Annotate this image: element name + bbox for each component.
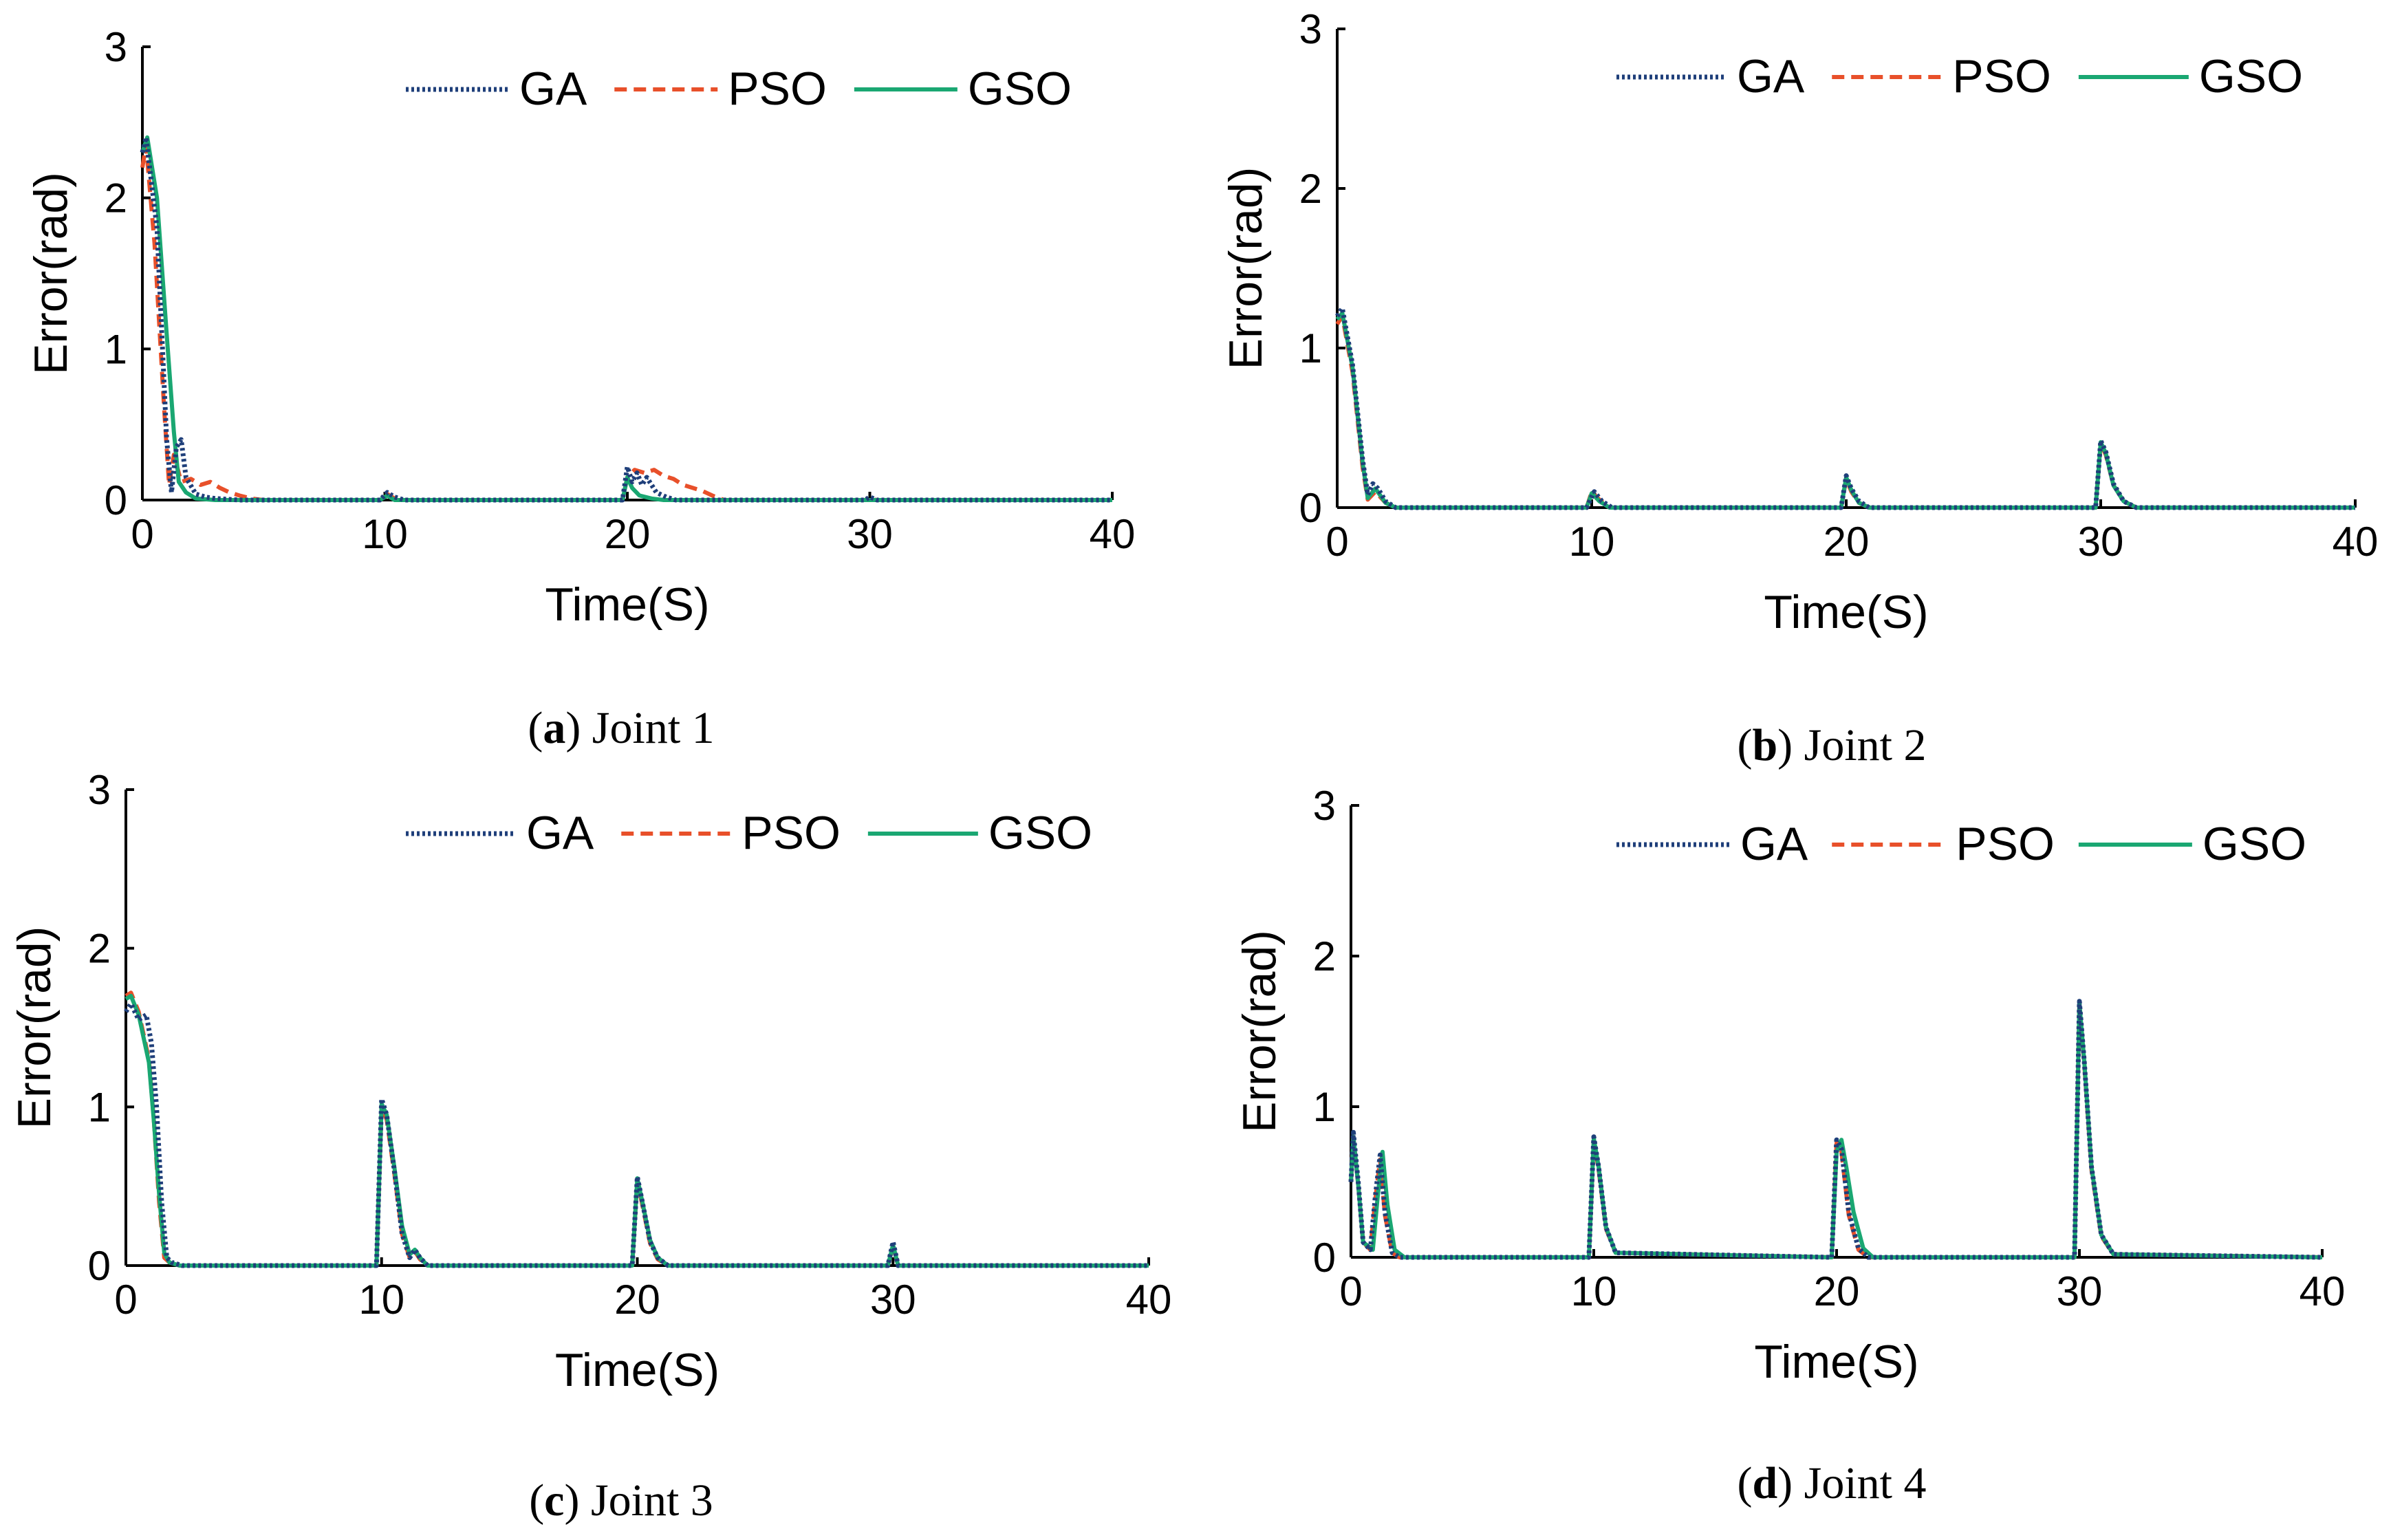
y-tick-label: 2 (1313, 933, 1336, 979)
y-tick-label: 2 (88, 926, 111, 972)
x-tick-label: 10 (1571, 1268, 1617, 1314)
x-tick-label: 20 (1824, 519, 1870, 565)
legend-label-ga: GA (526, 807, 594, 859)
panel-b: 0 10 20 30 40 0 1 2 3 Time(S) Error(rad) GA PSO GSO (b… (1220, 6, 2378, 770)
x-tick-label: 20 (1814, 1268, 1860, 1314)
y-tick-label: 0 (105, 477, 127, 523)
panel-caption: (a) Joint 1 (528, 703, 714, 753)
series-line-ga (1335, 305, 2355, 510)
legend-label-ga: GA (1737, 50, 1805, 102)
legend-label-ga: GA (1740, 818, 1808, 870)
y-tick-label: 2 (1299, 166, 1322, 212)
series-line-gso (1335, 311, 2355, 510)
x-tick-label: 0 (131, 511, 153, 557)
legend-label-gso: GSO (988, 807, 1092, 859)
series-line-gso (125, 993, 1149, 1268)
caption-paren-open: ( (529, 1475, 544, 1526)
panel-d: 0 10 20 30 40 0 1 2 3 Time(S) Error(rad) GA PSO GSO (d… (1233, 783, 2345, 1508)
y-tick-label: 2 (105, 175, 127, 221)
caption-text: ) Joint 3 (564, 1475, 713, 1526)
y-tick-label: 3 (1299, 6, 1322, 52)
x-tick-label: 40 (1126, 1277, 1172, 1323)
x-tick-label: 30 (847, 511, 893, 557)
panel-a: 0 10 20 30 40 0 1 2 3 Time(S) Error(rad) GA PSO GSO (a… (25, 24, 1135, 753)
x-axis-title: Time(S) (1764, 586, 1928, 638)
y-axis-title: Error(rad) (25, 172, 77, 375)
legend-label-gso: GSO (968, 63, 1072, 115)
legend-label-pso: PSO (1956, 818, 2055, 870)
x-axis-title: Time(S) (545, 578, 709, 631)
panel-c: 0 10 20 30 40 0 1 2 3 Time(S) Error(rad) GA PSO GSO (c… (8, 767, 1171, 1526)
y-tick-label: 0 (1299, 485, 1322, 531)
y-tick-label: 1 (1299, 325, 1322, 371)
y-axis-title: Error(rad) (8, 926, 61, 1129)
legend-label-ga: GA (519, 63, 587, 115)
series-line-gso (140, 135, 1112, 502)
y-tick-label: 3 (1313, 783, 1336, 829)
panel-caption: (b) Joint 2 (1737, 720, 1926, 770)
series-line-pso (125, 990, 1149, 1268)
x-tick-label: 30 (2057, 1268, 2103, 1314)
caption-text: ) Joint 1 (565, 703, 714, 753)
x-tick-label: 20 (605, 511, 651, 557)
series-line-gso (1349, 1000, 2323, 1259)
x-tick-label: 40 (1090, 511, 1136, 557)
series-line-ga (1348, 999, 2323, 1260)
y-axis-title: Error(rad) (1233, 930, 1286, 1133)
series-line-pso (1349, 1002, 2323, 1259)
y-tick-label: 0 (88, 1243, 111, 1289)
y-tick-label: 3 (105, 24, 127, 70)
x-tick-label: 10 (1569, 519, 1615, 565)
x-tick-label: 10 (362, 511, 408, 557)
y-tick-label: 1 (88, 1084, 111, 1130)
x-tick-label: 20 (614, 1277, 660, 1323)
caption-letter: b (1752, 720, 1777, 770)
x-tick-label: 10 (358, 1277, 404, 1323)
x-tick-label: 40 (2333, 519, 2379, 565)
x-tick-label: 40 (2300, 1268, 2346, 1314)
y-tick-label: 1 (1313, 1084, 1336, 1130)
caption-letter: d (1752, 1458, 1777, 1508)
series-line-ga (124, 1001, 1149, 1268)
x-tick-label: 30 (870, 1277, 916, 1323)
legend-label-pso: PSO (1952, 50, 2051, 102)
x-tick-label: 0 (1326, 519, 1348, 565)
caption-letter: a (543, 703, 565, 753)
legend-label-gso: GSO (2199, 50, 2303, 102)
caption-text: ) Joint 4 (1777, 1458, 1926, 1508)
caption-paren-open: ( (528, 703, 543, 753)
caption-text: ) Joint 2 (1777, 720, 1926, 770)
series-line-pso (140, 142, 1112, 502)
x-tick-label: 0 (114, 1277, 137, 1323)
y-axis-title: Error(rad) (1220, 167, 1272, 370)
y-tick-label: 3 (88, 767, 111, 813)
caption-letter: c (544, 1475, 564, 1526)
x-axis-title: Time(S) (1754, 1336, 1918, 1388)
x-tick-label: 30 (2078, 519, 2124, 565)
legend-label-gso: GSO (2203, 818, 2306, 870)
caption-paren-open: ( (1737, 720, 1752, 770)
y-tick-label: 0 (1313, 1235, 1336, 1281)
y-tick-label: 1 (105, 326, 127, 372)
x-axis-title: Time(S) (555, 1344, 720, 1396)
caption-paren-open: ( (1737, 1458, 1752, 1508)
panel-caption: (c) Joint 3 (529, 1475, 713, 1526)
legend-label-pso: PSO (728, 63, 827, 115)
panel-caption: (d) Joint 4 (1737, 1458, 1926, 1508)
x-tick-label: 0 (1339, 1268, 1362, 1314)
series-line-ga (140, 135, 1112, 503)
legend-label-pso: PSO (742, 807, 841, 859)
